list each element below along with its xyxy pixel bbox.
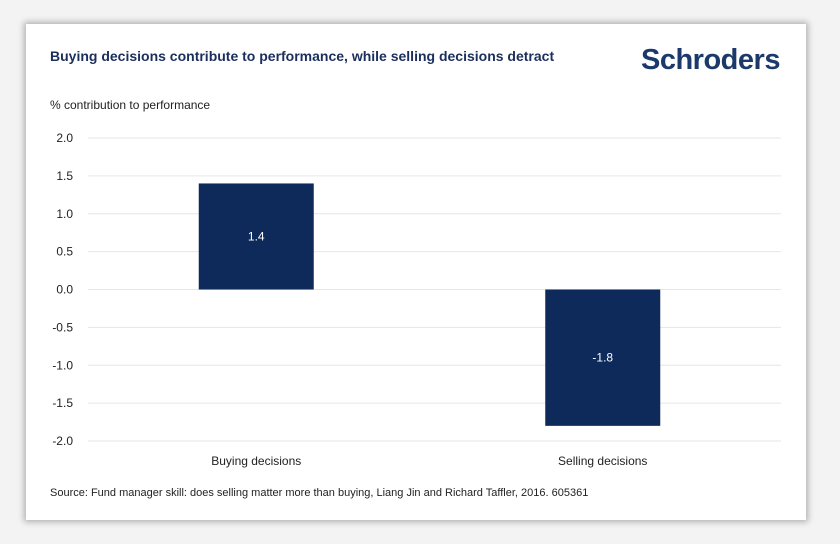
y-tick-label: 0.0 [56, 283, 73, 297]
schroders-logo: Schroders [641, 44, 780, 76]
bar-chart: 2.0 1.5 1.0 0.5 0.0 -0.5 -1.0 -1.5 -2.0 1.4 Buying… [52, 131, 781, 468]
y-axis-label: % contribution to performance [50, 98, 211, 112]
bar-data-label: -1.8 [592, 351, 613, 365]
chart-title: Buying decisions contribute to performan… [50, 48, 555, 64]
y-tick-label: -1.5 [52, 396, 73, 410]
y-tick-label: 1.0 [56, 207, 73, 221]
bar [545, 289, 661, 426]
y-tick-label: 0.5 [56, 245, 73, 259]
y-tick-label: 2.0 [56, 131, 73, 145]
x-category-label: Selling decisions [558, 454, 647, 468]
source-note: Source: Fund manager skill: does selling… [50, 487, 589, 499]
y-tick-label: 1.5 [56, 169, 73, 183]
y-tick-label: -0.5 [52, 320, 73, 334]
bar-data-label: 1.4 [248, 229, 265, 243]
bar [198, 183, 314, 290]
x-category-label: Buying decisions [211, 454, 301, 468]
chart-card: Buying decisions contribute to performan… [26, 24, 806, 520]
y-tick-label: -2.0 [52, 434, 73, 448]
y-tick-label: -1.0 [52, 358, 73, 372]
